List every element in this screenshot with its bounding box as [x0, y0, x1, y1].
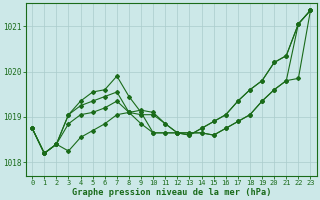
- X-axis label: Graphe pression niveau de la mer (hPa): Graphe pression niveau de la mer (hPa): [72, 188, 271, 197]
